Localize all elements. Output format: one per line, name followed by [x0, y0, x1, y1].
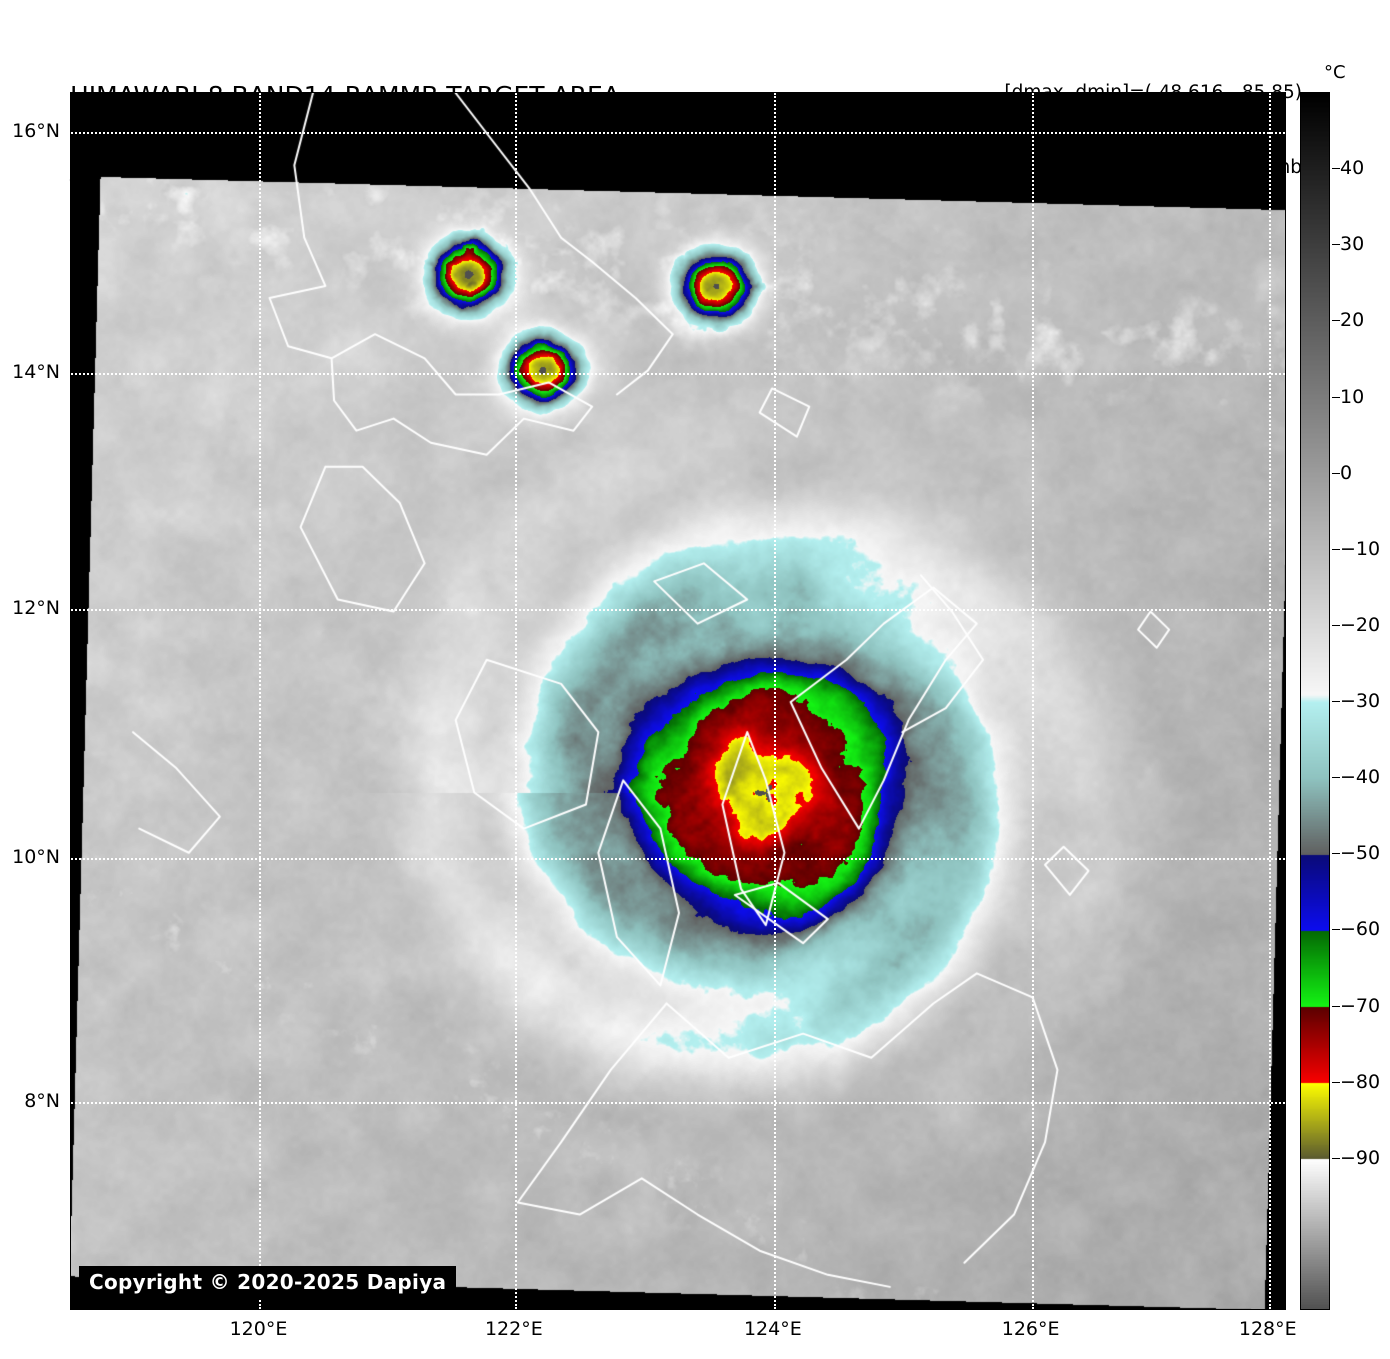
colorbar-tick-label: −70: [1340, 994, 1381, 1017]
satellite-plot[interactable]: Copyright © 2020-2025 Dapiya: [70, 92, 1286, 1310]
latitude-tick-label: 8°N: [24, 1089, 60, 1112]
colorbar-tick-mark: [1332, 624, 1340, 626]
colorbar-tick-label: −20: [1340, 613, 1381, 636]
longitude-tick-label: 124°E: [743, 1318, 802, 1340]
colorbar-tick-label: −50: [1340, 842, 1381, 865]
colorbar-tick-label: −80: [1340, 1070, 1381, 1093]
satellite-imagery-canvas: [71, 93, 1285, 1309]
colorbar-tick-mark: [1332, 1157, 1340, 1159]
colorbar-tick-mark: [1332, 701, 1340, 702]
longitude-tick-label: 120°E: [229, 1318, 288, 1340]
colorbar-tick-mark: [1332, 396, 1340, 398]
colorbar-tick-label: 10: [1340, 385, 1365, 408]
colorbar-tick-mark: [1332, 1081, 1340, 1083]
colorbar-tick-mark: [1332, 548, 1340, 550]
colorbar-unit-label: °C: [1324, 62, 1346, 83]
colorbar-tick-label: 30: [1340, 233, 1365, 256]
colorbar-tick-label: −60: [1340, 918, 1381, 941]
longitude-tick-label: 128°E: [1238, 1318, 1297, 1340]
copyright-watermark: Copyright © 2020-2025 Dapiya: [79, 1266, 457, 1299]
latitude-tick-label: 16°N: [12, 119, 60, 142]
colorbar-tick-mark: [1332, 244, 1340, 246]
colorbar-gradient: [1301, 93, 1329, 1309]
colorbar-tick-mark: [1332, 1005, 1340, 1007]
latitude-tick-label: 10°N: [12, 845, 60, 868]
colorbar-tick-mark: [1332, 320, 1340, 322]
colorbar-tick-mark: [1332, 929, 1340, 931]
longitude-tick-label: 122°E: [484, 1318, 543, 1340]
colorbar-tick-label: −10: [1340, 537, 1381, 560]
colorbar-tick-label: −30: [1340, 690, 1381, 712]
colorbar-tick-label: 0: [1340, 461, 1353, 484]
colorbar-tick-label: 20: [1340, 309, 1365, 332]
colorbar-tick-mark: [1332, 472, 1340, 474]
colorbar-tick-mark: [1332, 168, 1340, 170]
temperature-colorbar[interactable]: [1300, 92, 1330, 1310]
longitude-tick-label: 126°E: [1001, 1318, 1060, 1340]
colorbar-tick-mark: [1332, 853, 1340, 855]
colorbar-tick-label: 40: [1340, 157, 1365, 180]
colorbar-tick-label: −90: [1340, 1146, 1381, 1169]
latitude-tick-label: 14°N: [12, 361, 60, 384]
colorbar-tick-mark: [1332, 777, 1340, 779]
colorbar-tick-label: −40: [1340, 766, 1381, 789]
latitude-tick-label: 12°N: [12, 597, 60, 620]
